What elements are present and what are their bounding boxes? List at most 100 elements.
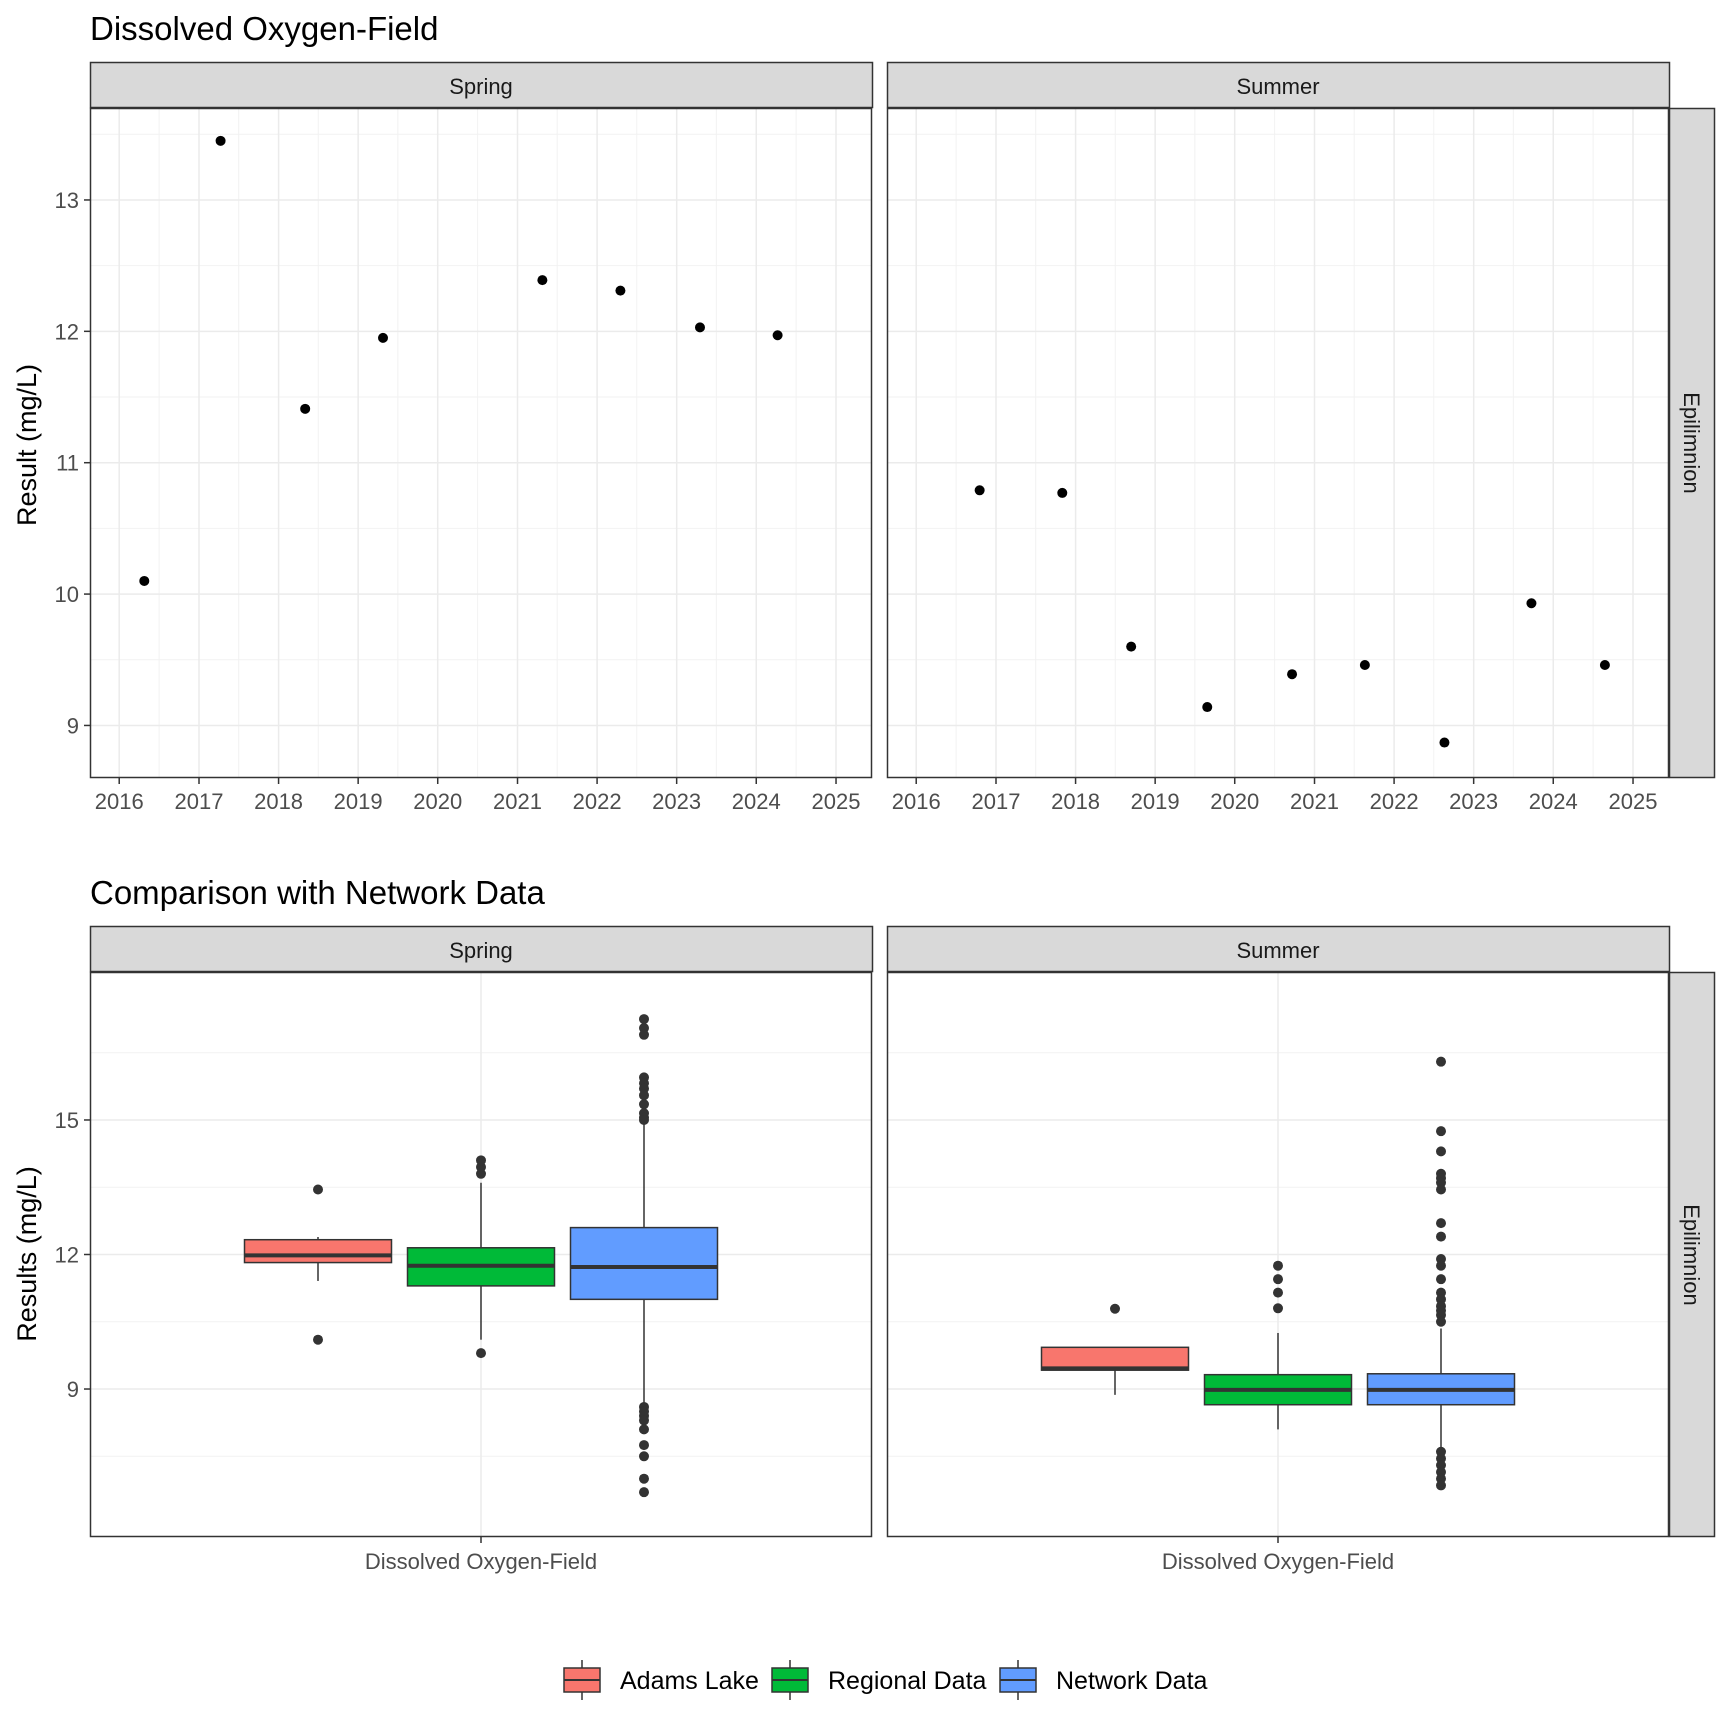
outlier-point	[1436, 1316, 1446, 1327]
row-strip-label-top: Epilimnion	[1679, 392, 1704, 494]
outlier-point	[639, 1014, 649, 1025]
outlier-point	[639, 1029, 649, 1040]
outlier-point	[639, 1440, 649, 1451]
outlier-point	[1110, 1303, 1120, 1314]
data-point	[974, 485, 985, 496]
data-point	[1287, 669, 1298, 680]
panel-border	[886, 107, 1670, 779]
y-tick-label: 9	[67, 713, 79, 738]
outlier-point	[639, 1090, 649, 1101]
outlier-point	[313, 1184, 323, 1195]
scatter-chart-title: Dissolved Oxygen-Field	[90, 10, 438, 47]
outlier-point	[639, 1099, 649, 1110]
box-panel-summer	[886, 971, 1670, 1543]
box-iqr	[243, 1238, 393, 1264]
outlier-point	[476, 1348, 486, 1359]
data-point	[215, 135, 226, 146]
outlier-point	[639, 1451, 649, 1462]
panel-background	[887, 108, 1669, 778]
data-point	[1202, 702, 1213, 713]
scatter-y-ticks: 9 10 11 12 13	[55, 188, 90, 738]
x-tick-label: 2019	[334, 789, 383, 814]
boxplot-chart-title: Comparison with Network Data	[90, 874, 545, 911]
strip-label-spring-top: Spring	[449, 74, 513, 99]
box-network-data	[569, 1014, 719, 1498]
legend-item-adams-lake: Adams Lake	[563, 1660, 759, 1700]
data-point	[300, 403, 311, 414]
outlier-point	[1273, 1274, 1283, 1285]
x-tick-label: 2024	[1529, 789, 1578, 814]
x-tick-label: 2020	[413, 789, 462, 814]
x-tick-label: 2025	[812, 789, 861, 814]
data-point	[1439, 737, 1450, 748]
outlier-point	[1436, 1056, 1446, 1067]
y-tick-label: 12	[55, 1243, 79, 1268]
outlier-point	[1436, 1184, 1446, 1195]
x-tick-label: 2017	[972, 789, 1021, 814]
outlier-point	[313, 1334, 323, 1345]
strip-label-summer-bottom: Summer	[1236, 938, 1319, 963]
x-tick-label: 2016	[95, 789, 144, 814]
outlier-point	[1436, 1126, 1446, 1137]
x-tick-label: 2025	[1609, 789, 1658, 814]
boxplot-chart: Comparison with Network Data Results (mg…	[12, 874, 1716, 1574]
outlier-point	[1436, 1274, 1446, 1285]
box-network-data	[1366, 1056, 1516, 1491]
data-point	[1526, 598, 1537, 609]
x-tick-label: 2021	[1290, 789, 1339, 814]
strip-summer-top	[886, 61, 1671, 109]
box-y-ticks: 9 12 15	[55, 1108, 90, 1402]
legend-label: Adams Lake	[620, 1667, 759, 1695]
scatter-x-ticks-summer: 2016 2017 2018 2019 2020 2021 2022 2023 2024 2025	[892, 778, 1658, 814]
data-point	[1057, 487, 1068, 498]
legend-item-regional-data: Regional Data	[771, 1660, 987, 1700]
x-tick-label: 2022	[1370, 789, 1419, 814]
data-point	[694, 322, 705, 333]
outlier-point	[1436, 1480, 1446, 1491]
x-tick-label: 2021	[493, 789, 542, 814]
outlier-point	[639, 1473, 649, 1484]
data-point	[615, 285, 626, 296]
panel-border	[89, 107, 873, 779]
outlier-point	[639, 1487, 649, 1498]
outlier-point	[639, 1424, 649, 1435]
row-strip-label-bottom: Epilimnion	[1679, 1204, 1704, 1306]
data-point	[139, 575, 150, 586]
outlier-point	[476, 1155, 486, 1166]
y-tick-label: 11	[56, 451, 79, 476]
scatter-panel-spring	[89, 107, 873, 779]
scatter-x-ticks-spring: 2016 2017 2018 2019 2020 2021 2022 2023 2024 2025	[95, 778, 861, 814]
y-tick-label: 10	[55, 582, 79, 607]
outlier-point	[1436, 1218, 1446, 1229]
x-tick-label: 2018	[1051, 789, 1100, 814]
box-adams-lake	[243, 1184, 393, 1345]
strip-summer-bottom	[886, 925, 1671, 973]
box-x-tick-label-spring: Dissolved Oxygen-Field	[365, 1549, 597, 1574]
data-point	[772, 330, 783, 341]
x-tick-label: 2024	[732, 789, 781, 814]
x-tick-label: 2017	[175, 789, 224, 814]
row-strip-top	[1668, 107, 1716, 779]
strip-spring-bottom	[89, 925, 874, 973]
row-strip-bottom	[1668, 971, 1716, 1538]
x-tick-label: 2020	[1210, 789, 1259, 814]
strip-spring-top	[89, 61, 874, 109]
strip-label-summer-top: Summer	[1236, 74, 1319, 99]
box-regional-data	[406, 1155, 556, 1359]
y-tick-label: 9	[67, 1377, 79, 1402]
y-tick-label: 12	[55, 319, 79, 344]
x-tick-label: 2016	[892, 789, 941, 814]
panel-background	[90, 108, 872, 778]
box-regional-data	[1203, 1260, 1353, 1430]
data-point	[537, 275, 548, 286]
panel-border	[886, 971, 1670, 1538]
scatter-y-axis-label: Result (mg/L)	[12, 364, 42, 526]
box-adams-lake	[1040, 1303, 1190, 1395]
scatter-chart: Dissolved Oxygen-Field Result (mg/L) Spr…	[12, 10, 1716, 814]
outlier-point	[1273, 1287, 1283, 1298]
panel-border	[89, 971, 873, 1538]
box-panel-spring	[89, 971, 873, 1543]
x-tick-label: 2023	[1449, 789, 1498, 814]
legend-label: Network Data	[1056, 1667, 1208, 1695]
x-tick-label: 2023	[652, 789, 701, 814]
